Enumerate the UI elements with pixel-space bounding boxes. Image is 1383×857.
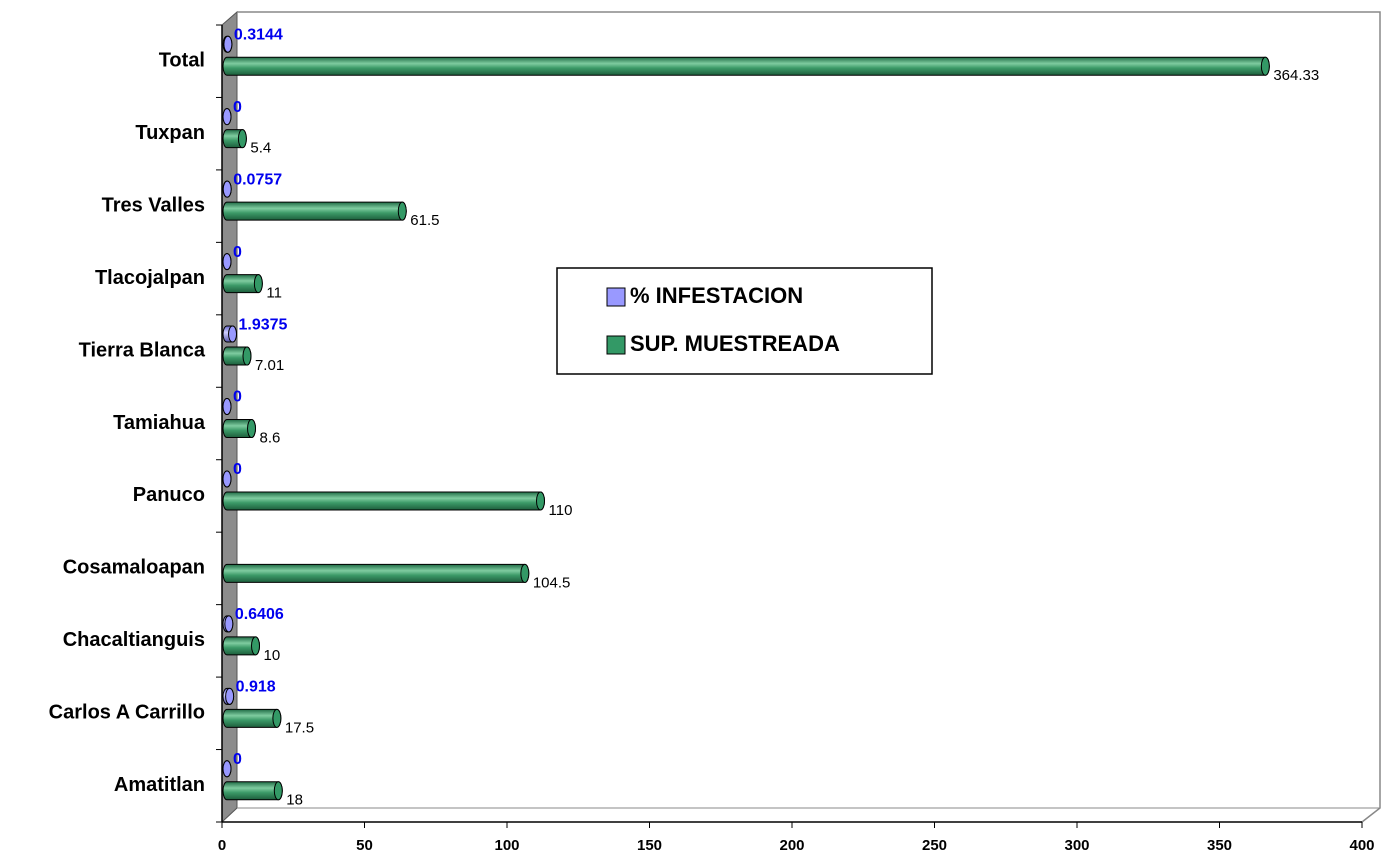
data-label: 0	[233, 389, 242, 406]
bar	[222, 563, 530, 583]
bar-cap	[225, 687, 235, 705]
bar	[222, 708, 282, 728]
data-label: 0.0757	[233, 171, 282, 188]
data-label: 17.5	[285, 719, 314, 736]
bar-cap	[272, 708, 282, 728]
y-tick-label: Cosamaloapan	[63, 557, 205, 579]
legend-label: SUP. MUESTREADA	[630, 331, 840, 356]
y-tick-label: Total	[159, 50, 205, 72]
bar-cap	[253, 274, 263, 294]
y-tick-label: Tuxpan	[135, 122, 205, 144]
data-label: 11	[266, 285, 282, 302]
data-label: 364.33	[1273, 67, 1319, 84]
bar-cap	[237, 129, 247, 149]
y-tick-label: Chacaltianguis	[63, 629, 205, 651]
data-label: 0.3144	[234, 26, 283, 43]
data-label: 0.6406	[235, 606, 284, 623]
y-tick-label: Tres Valles	[102, 194, 205, 216]
y-tick-label: Tierra Blanca	[79, 339, 206, 361]
data-label: 104.5	[533, 574, 571, 591]
data-label: 8.6	[260, 429, 281, 446]
x-tick-label: 50	[356, 837, 373, 854]
data-label: 0	[233, 244, 242, 261]
bar-cap	[222, 253, 232, 271]
y-tick-label: Tlacojalpan	[95, 267, 205, 289]
bar-cap	[222, 760, 232, 778]
data-label: 0	[233, 751, 242, 768]
data-label: 7.01	[255, 357, 284, 374]
bar-cap	[228, 325, 238, 343]
x-tick-label: 300	[1064, 837, 1089, 854]
bar-cap	[223, 35, 233, 53]
bar	[222, 491, 545, 511]
bar-cap	[222, 470, 232, 488]
x-tick-label: 400	[1349, 837, 1374, 854]
legend-swatch	[606, 335, 626, 355]
bar	[222, 781, 283, 801]
y-tick-label: Tamiahua	[113, 412, 206, 434]
data-label: 18	[286, 792, 303, 809]
legend-swatch	[606, 287, 626, 307]
legend-label: % INFESTACION	[630, 283, 803, 308]
x-tick-label: 100	[494, 837, 519, 854]
x-tick-label: 150	[637, 837, 662, 854]
data-label: 0.918	[236, 679, 276, 696]
bar-cap	[242, 346, 252, 366]
y-tick-label: Amatitlan	[114, 774, 205, 796]
data-label: 10	[264, 647, 281, 664]
x-tick-label: 250	[922, 837, 947, 854]
x-tick-label: 350	[1207, 837, 1232, 854]
bar-cap	[520, 563, 530, 583]
bar-cap	[273, 781, 283, 801]
bar-cap	[224, 615, 234, 633]
bar-cap	[222, 108, 232, 126]
bar-cap	[397, 201, 407, 221]
legend	[556, 267, 933, 375]
x-tick-label: 0	[218, 837, 226, 854]
bar	[222, 56, 1270, 76]
y-tick-label: Carlos A Carrillo	[49, 702, 205, 724]
bar	[222, 201, 407, 221]
y-tick-label: Panuco	[133, 484, 205, 506]
bar-cap	[247, 419, 257, 438]
x-tick-label: 200	[779, 837, 804, 854]
bar-cap	[251, 636, 260, 656]
data-label: 0	[233, 461, 242, 478]
data-label: 1.9375	[239, 316, 288, 333]
data-label: 5.4	[250, 140, 271, 157]
data-label: 110	[549, 502, 573, 519]
bar-cap	[222, 180, 232, 198]
plot-frame	[237, 11, 1381, 823]
data-label: 0	[233, 99, 242, 116]
bar-cap	[222, 398, 232, 415]
bar-cap	[536, 491, 545, 511]
bar-cap	[1260, 56, 1270, 76]
data-label: 61.5	[410, 212, 439, 229]
